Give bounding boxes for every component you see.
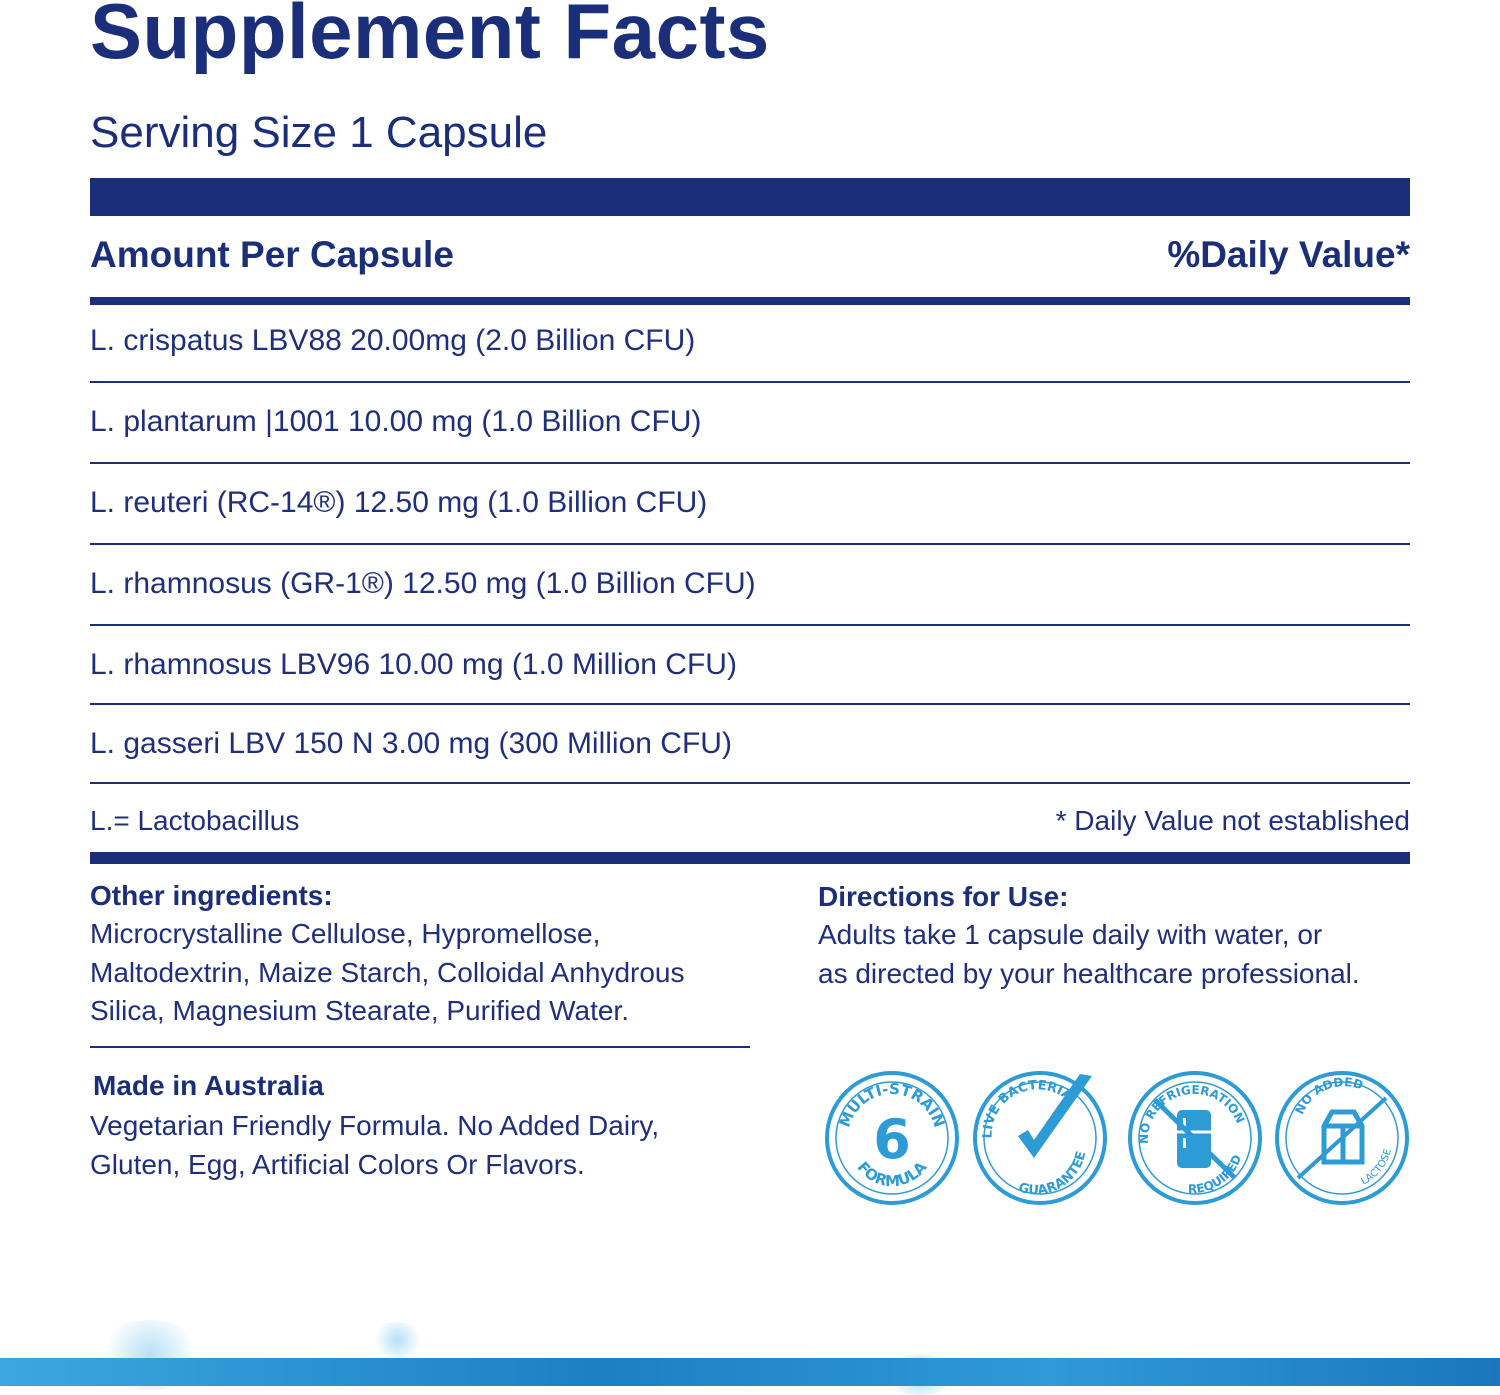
- other-ingredients-line: Microcrystalline Cellulose, Hypromellose…: [90, 918, 601, 949]
- footnote-abbreviation: L.= Lactobacillus: [90, 805, 300, 836]
- ingredient-row: L. crispatus LBV88 20.00mg (2.0 Billion …: [90, 324, 696, 357]
- ingredient-row: L. reuteri (RC-14®) 12.50 mg (1.0 Billio…: [90, 486, 708, 519]
- origin-heading: Made in Australia: [93, 1070, 324, 1101]
- live-bacteria-badge-icon: LIVE BACTERIA GUARANTEE: [973, 1071, 1107, 1205]
- ingredient-row: L. rhamnosus (GR-1®) 12.50 mg (1.0 Billi…: [90, 567, 756, 600]
- ingredient-row: L. plantarum |1001 10.00 mg (1.0 Billion…: [90, 405, 702, 438]
- row-divider: [90, 703, 1410, 705]
- origin-line: Gluten, Egg, Artificial Colors Or Flavor…: [90, 1148, 585, 1180]
- top-thick-bar: [90, 178, 1410, 216]
- row-divider: [90, 782, 1410, 784]
- no-lactose-badge-icon: NO ADDED LACTOSE: [1275, 1071, 1409, 1205]
- row-divider: [90, 543, 1410, 545]
- row-divider: [90, 462, 1410, 464]
- ingredient-row: L. gasseri LBV 150 N 3.00 mg (300 Millio…: [90, 727, 732, 760]
- other-ingredients-text: Microcrystalline Cellulose, Hypromellose…: [90, 915, 685, 1031]
- decorative-bottom-band: [0, 1358, 1500, 1386]
- section-divider: [90, 1046, 750, 1048]
- other-ingredients-line: Silica, Magnesium Stearate, Purified Wat…: [90, 995, 629, 1026]
- directions-text: Adults take 1 capsule daily with water, …: [818, 916, 1360, 993]
- row-divider: [90, 381, 1410, 383]
- other-ingredients-line: Maltodextrin, Maize Starch, Colloidal An…: [90, 956, 685, 988]
- decorative-glow: [370, 1322, 425, 1358]
- directions-heading: Directions for Use:: [818, 881, 1069, 912]
- other-ingredients-heading: Other ingredients:: [90, 880, 333, 911]
- multi-strain-badge-icon: MULTI-STRAIN 6 FORMULA: [825, 1071, 959, 1205]
- daily-value-header: %Daily Value*: [1167, 234, 1410, 275]
- origin-text: Vegetarian Friendly Formula. No Added Da…: [90, 1107, 659, 1184]
- header-divider-bar: [90, 297, 1410, 305]
- directions-line: as directed by your healthcare professio…: [818, 957, 1360, 989]
- badge-number: 6: [873, 1108, 911, 1171]
- origin-line: Vegetarian Friendly Formula. No Added Da…: [90, 1110, 660, 1141]
- no-refrigeration-badge-icon: NO REFRIGERATION REQUIRED: [1128, 1071, 1262, 1205]
- amount-per-capsule-header: Amount Per Capsule: [90, 234, 454, 275]
- bottom-thick-bar: [90, 852, 1410, 864]
- serving-size: Serving Size 1 Capsule: [90, 108, 548, 157]
- footnote-daily-value: * Daily Value not established: [1055, 805, 1410, 836]
- row-divider: [90, 624, 1410, 626]
- panel-title: Supplement Facts: [90, 0, 770, 75]
- checkmark-icon: [1018, 1074, 1092, 1158]
- directions-line: Adults take 1 capsule daily with water, …: [818, 919, 1323, 950]
- ingredient-row: L. rhamnosus LBV96 10.00 mg (1.0 Million…: [90, 648, 737, 681]
